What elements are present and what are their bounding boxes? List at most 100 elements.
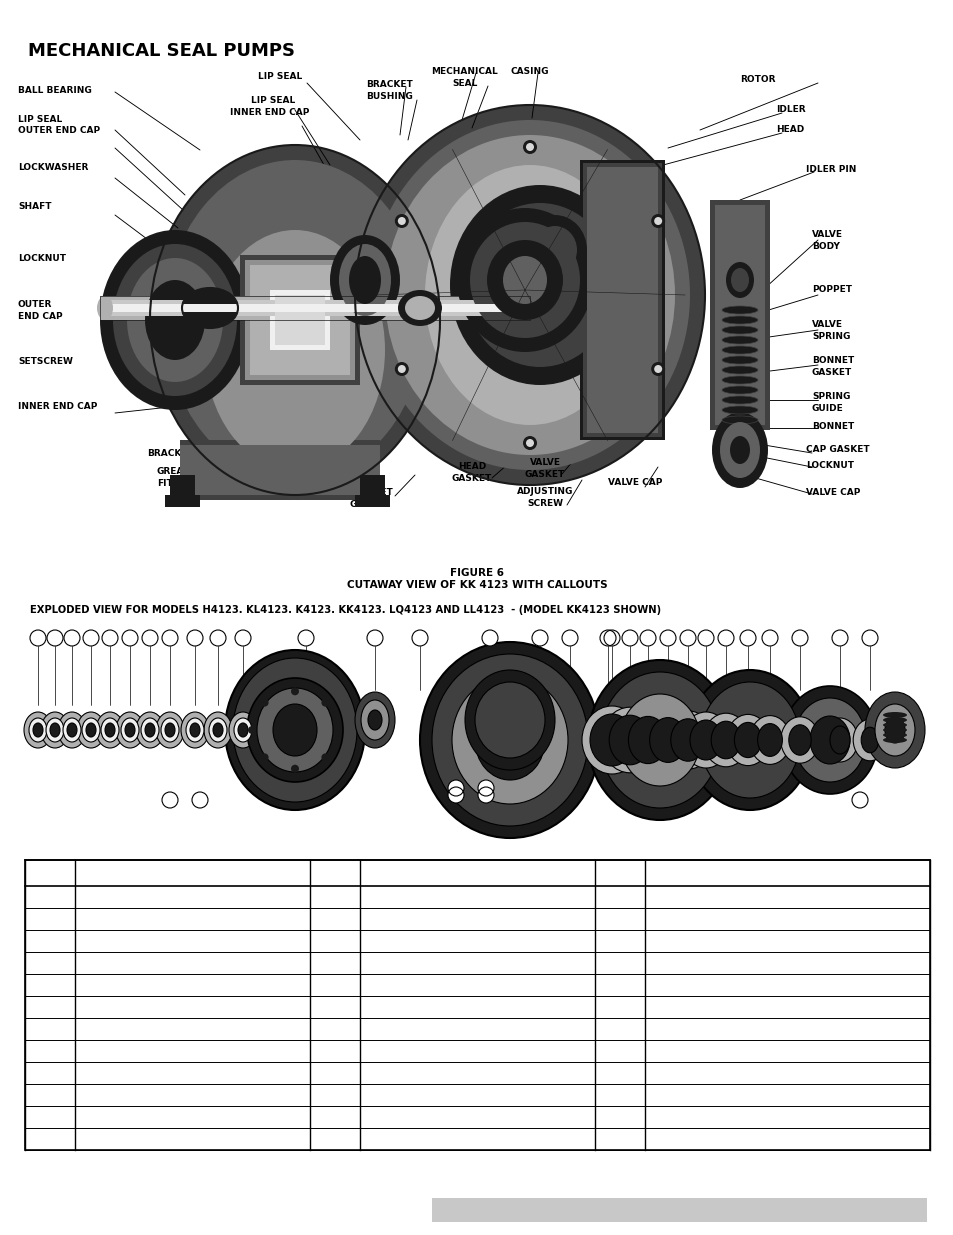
Text: 33: 33 (834, 635, 844, 641)
Ellipse shape (874, 704, 914, 756)
Ellipse shape (260, 699, 269, 706)
Text: OUTER END CAP: OUTER END CAP (18, 126, 100, 135)
Text: VALVE: VALVE (811, 320, 842, 329)
Ellipse shape (561, 630, 578, 646)
Text: 32: 32 (611, 1044, 627, 1057)
Ellipse shape (229, 713, 256, 748)
Text: BONNET: BONNET (811, 356, 853, 366)
Ellipse shape (424, 165, 635, 425)
Ellipse shape (852, 719, 886, 761)
Ellipse shape (464, 203, 615, 367)
Ellipse shape (405, 296, 435, 320)
Text: 1: 1 (46, 890, 54, 903)
Ellipse shape (448, 781, 463, 797)
Ellipse shape (50, 722, 60, 737)
Ellipse shape (864, 692, 924, 768)
Text: 3: 3 (70, 635, 74, 641)
Text: BRACKET: BRACKET (346, 488, 393, 496)
Ellipse shape (165, 722, 174, 737)
Text: SPRING: SPRING (811, 332, 849, 341)
Ellipse shape (125, 722, 135, 737)
Text: 23: 23 (480, 792, 490, 798)
Text: 14: 14 (327, 911, 343, 925)
Ellipse shape (233, 658, 356, 802)
Ellipse shape (213, 722, 223, 737)
Bar (100, 296, 530, 320)
Ellipse shape (721, 366, 758, 374)
Text: ITEM: ITEM (318, 864, 351, 877)
Ellipse shape (477, 781, 494, 797)
Ellipse shape (884, 718, 904, 743)
Text: 12: 12 (238, 635, 248, 641)
Ellipse shape (470, 222, 579, 338)
Text: SEAL: SEAL (452, 79, 477, 88)
Text: End Cap, (inner): End Cap, (inner) (79, 1066, 175, 1079)
Text: Lockwasher: Lockwasher (79, 911, 149, 925)
Bar (245, 261, 355, 380)
Ellipse shape (186, 718, 204, 742)
Ellipse shape (628, 716, 667, 763)
Ellipse shape (156, 713, 184, 748)
Text: VALVE CAP: VALVE CAP (805, 488, 860, 496)
Text: Head and Idler Pin: Head and Idler Pin (648, 956, 757, 969)
Text: 11: 11 (213, 635, 223, 641)
Ellipse shape (525, 438, 534, 447)
Ellipse shape (247, 678, 343, 782)
Ellipse shape (721, 346, 758, 354)
Text: Head Gasket: Head Gasket (648, 911, 723, 925)
Text: ROTOR: ROTOR (740, 75, 775, 84)
Ellipse shape (679, 630, 696, 646)
Ellipse shape (525, 143, 534, 151)
Ellipse shape (33, 722, 43, 737)
Text: Rotor and Shaft: Rotor and Shaft (364, 1110, 456, 1123)
Ellipse shape (599, 630, 616, 646)
Text: 6: 6 (46, 1000, 54, 1013)
Ellipse shape (721, 316, 758, 324)
Bar (582, 163, 661, 437)
Bar (579, 161, 664, 440)
Text: 32: 32 (854, 797, 864, 803)
Ellipse shape (450, 185, 629, 385)
Ellipse shape (721, 387, 758, 394)
Ellipse shape (145, 722, 154, 737)
Text: Lip Seal for Seal Chamber: Lip Seal for Seal Chamber (79, 1088, 233, 1100)
Ellipse shape (456, 207, 593, 352)
Ellipse shape (273, 704, 316, 756)
Text: BALL BEARING: BALL BEARING (18, 86, 91, 95)
Ellipse shape (122, 630, 138, 646)
Ellipse shape (861, 727, 878, 753)
Text: 4: 4 (46, 956, 54, 969)
Ellipse shape (698, 630, 713, 646)
Ellipse shape (162, 792, 178, 808)
Ellipse shape (734, 722, 760, 757)
Text: 9: 9 (168, 635, 172, 641)
Ellipse shape (205, 230, 385, 471)
Text: ADJUSTING: ADJUSTING (517, 487, 573, 496)
Text: 29: 29 (611, 978, 627, 990)
Text: 12: 12 (42, 1132, 58, 1145)
Text: 24: 24 (327, 1132, 343, 1145)
Ellipse shape (603, 630, 619, 646)
Text: Ring, Half Round (not H,HL): Ring, Half Round (not H,HL) (79, 1044, 241, 1057)
Text: Capscrew for Flanges: Capscrew for Flanges (364, 1066, 490, 1079)
Ellipse shape (41, 713, 69, 748)
Text: 31: 31 (611, 1023, 627, 1035)
Bar (714, 205, 764, 425)
Ellipse shape (47, 630, 63, 646)
Bar (165, 495, 200, 508)
Text: 19: 19 (327, 1023, 343, 1035)
Text: CAP GASKET: CAP GASKET (805, 445, 869, 454)
Ellipse shape (182, 288, 237, 329)
Text: 24: 24 (642, 635, 652, 641)
Ellipse shape (532, 630, 547, 646)
Ellipse shape (882, 722, 906, 727)
Ellipse shape (711, 412, 767, 488)
Ellipse shape (662, 711, 713, 769)
Ellipse shape (432, 655, 587, 826)
Bar (25, 860, 929, 1150)
Bar (100, 304, 530, 312)
Ellipse shape (619, 694, 700, 785)
Text: 31: 31 (794, 635, 804, 641)
Text: 6: 6 (128, 635, 132, 641)
Ellipse shape (486, 240, 562, 320)
